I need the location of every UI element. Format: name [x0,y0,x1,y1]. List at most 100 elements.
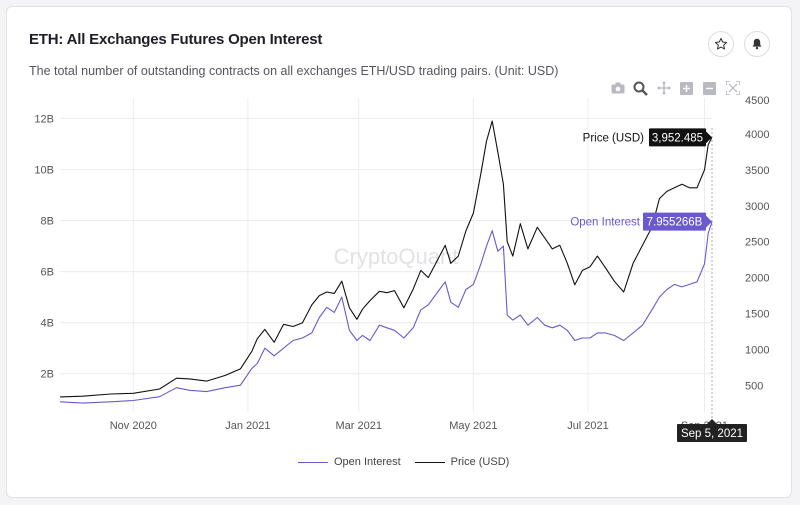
legend-open-interest[interactable]: Open Interest [298,456,401,468]
y-right-tick-4000: 4000 [745,129,769,141]
legend-swatch-price [414,461,445,463]
oi-point-2021-06-04 [537,317,538,318]
oi-point-2021-08-12 [666,289,667,290]
price-point-2021-05-01 [473,212,474,213]
oi-point-2021-02-12 [326,307,327,308]
chart-title: ETH: All Exchanges Futures Open Interest [29,31,323,48]
price-point-2021-05-05 [480,173,481,174]
oi-point-2021-05-05 [480,263,481,264]
price-point-2021-02-16 [334,293,335,294]
chart-toolbar [610,79,740,97]
price-point-2021-03-12 [379,291,380,292]
oi-point-2021-07-25 [633,332,634,333]
oi-point-2021-07-10 [604,332,605,333]
bell-icon [752,38,762,50]
price-point-2021-02-20 [341,281,342,282]
pan-icon[interactable] [656,81,671,96]
oi-point-2021-03-25 [403,337,404,338]
price-point-2021-05-22 [512,256,513,257]
oi-point-2021-03-20 [394,330,395,331]
oi-point-2020-11-24 [176,387,177,388]
oi-point-2021-07-20 [623,340,624,341]
price-point-2021-07-06 [597,256,598,257]
oi-point-2020-12-28 [240,385,241,386]
oi-point-2020-11-01 [133,400,134,401]
price-point-2021-03-25 [403,307,404,308]
favorite-button[interactable] [708,31,734,57]
price-point-2021-07-25 [633,263,634,264]
oi-point-2021-01-20 [283,348,284,349]
price-point-2021-08-16 [674,187,675,188]
oi-point-2021-03-30 [413,327,414,328]
price-point-2020-12-01 [189,378,190,379]
price-point-2021-01-15 [274,342,275,343]
chart-legend: Open Interest Price (USD) [298,456,509,468]
price-point-2021-02-28 [356,319,357,320]
oi-point-2020-09-23 [59,401,60,402]
price-point-2021-03-30 [413,289,414,290]
oi-point-2021-01-06 [257,363,258,364]
price-point-2020-12-10 [206,381,207,382]
oi-point-2021-04-16 [445,281,446,282]
hover-price-value: 3,952.485 [652,132,703,144]
price-point-2021-05-11 [492,120,493,121]
y-right-tick-3500: 3500 [745,165,769,177]
legend-price[interactable]: Price (USD) [414,456,510,468]
oi-point-2021-08-08 [659,297,660,298]
price-point-2021-08-28 [696,187,697,188]
oi-point-2021-05-14 [497,251,498,252]
oi-point-2021-05-11 [492,230,493,231]
oi-point-2021-07-02 [589,337,590,338]
zoom-icon[interactable] [633,81,648,96]
price-point-2021-07-10 [604,266,605,267]
price-point-2021-06-12 [552,248,553,249]
price-point-2020-09-23 [59,396,60,397]
price-point-2021-06-08 [544,238,545,239]
price-point-2021-04-23 [458,256,459,257]
price-point-2021-05-14 [497,151,498,152]
oi-point-2021-02-08 [319,317,320,318]
price-point-2020-10-05 [82,396,83,397]
y-left-tick-2: 2B [41,369,54,381]
oi-point-2020-12-20 [225,387,226,388]
y-left-tick-6: 6B [41,267,54,279]
oi-point-2021-04-12 [437,291,438,292]
hover-oi-box [643,212,706,231]
x-tick-2021-07-01: Jul 2021 [567,420,609,432]
price-point-2021-05-30 [527,248,528,249]
oi-point-2020-10-20 [110,401,111,402]
y-right-tick-1500: 1500 [745,309,769,321]
oi-point-2021-04-03 [420,309,421,310]
price-point-2020-12-20 [225,375,226,376]
oi-point-2021-02-20 [341,297,342,298]
price-point-2021-01-10 [264,329,265,330]
legend-label-price: Price (USD) [450,456,510,468]
y-right-tick-1000: 1000 [745,344,769,356]
x-tick-2020-11-01: Nov 2020 [110,420,157,432]
oi-point-2021-04-19 [450,302,451,303]
camera-icon[interactable] [610,81,625,96]
oi-point-2021-02-16 [334,312,335,313]
price-point-2021-05-19 [507,241,508,242]
price-point-2021-04-12 [437,259,438,260]
alert-button[interactable] [744,31,770,57]
series-line-price [59,120,713,398]
price-point-2021-06-24 [574,284,575,285]
oi-point-2021-02-28 [356,340,357,341]
zoom-in-icon[interactable] [679,81,694,96]
price-point-2021-08-12 [666,191,667,192]
price-point-2020-12-28 [240,368,241,369]
watermark: CryptoQuant [334,244,459,269]
price-point-2021-09-01 [704,169,705,170]
price-point-2021-06-04 [537,227,538,228]
hover-date-value: Sep 5, 2021 [681,428,743,440]
oi-point-2021-08-24 [689,284,690,285]
price-point-2021-05-26 [520,223,521,224]
oi-point-2021-06-24 [574,340,575,341]
price-point-2021-07-20 [623,291,624,292]
zoom-out-icon[interactable] [702,81,717,96]
oi-point-2021-05-26 [520,314,521,315]
autoscale-icon[interactable] [725,81,740,96]
oi-point-2021-03-12 [379,325,380,326]
